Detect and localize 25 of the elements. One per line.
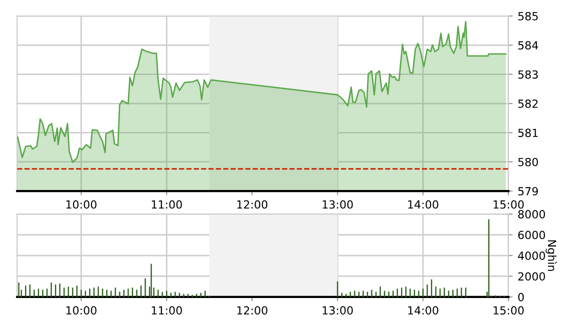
x-tick-label: 11:00	[152, 200, 182, 209]
x-tick-label: 12:00	[237, 306, 268, 315]
y-tick-label: 585	[518, 12, 538, 20]
y-tick-label: 583	[518, 70, 538, 79]
y-tick-label: 6000	[518, 230, 546, 240]
x-tick-label: 14:00	[408, 200, 438, 209]
y-tick-label: 2000	[518, 272, 546, 281]
y-tick-label: 581	[518, 128, 538, 138]
y-tick-label: 579	[518, 187, 538, 196]
x-tick-label: 15:00	[494, 200, 524, 209]
x-tick-label: 15:00	[494, 306, 524, 315]
y-tick-label: 580	[518, 158, 538, 166]
y-tick-label: 8000	[518, 210, 546, 218]
x-tick-label: 10:00	[66, 200, 96, 209]
x-tick-label: 11:00	[152, 306, 182, 315]
y-tick-label: 584	[518, 41, 538, 50]
x-tick-label: 13:00	[322, 306, 353, 315]
y-tick-label: 0	[518, 292, 524, 302]
x-tick-label: 10:00	[66, 306, 96, 315]
y-tick-label: 4000	[518, 251, 546, 260]
x-tick-label: 14:00	[408, 306, 438, 315]
x-tick-label: 13:00	[322, 200, 353, 209]
y-axis-title: Nghìn	[546, 240, 557, 271]
x-tick-label: 12:00	[237, 200, 268, 209]
y-tick-label: 582	[518, 99, 538, 108]
